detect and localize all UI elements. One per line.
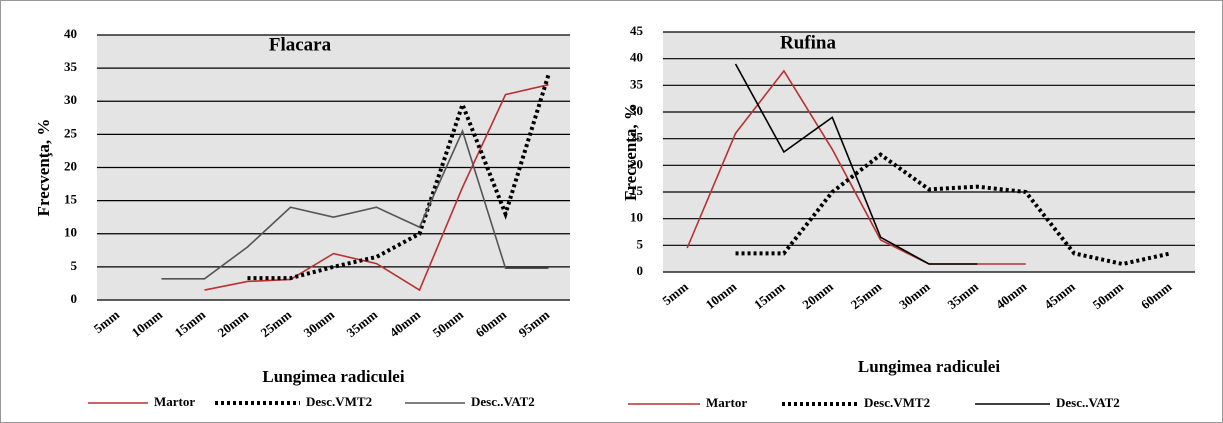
series-line	[735, 152, 1172, 267]
y-tick-label: 0	[637, 263, 644, 278]
legend-label: Desc..VAT2	[1056, 395, 1120, 410]
y-tick-label: 15	[630, 183, 644, 198]
x-axis-title: Lungimea radiculei	[858, 357, 1000, 376]
legend-label: Martor	[154, 394, 195, 409]
y-tick-label: 40	[64, 26, 77, 41]
legend-label: Desc.VMT2	[306, 394, 372, 409]
legend-label: Desc.VMT2	[864, 395, 930, 410]
y-tick-label: 10	[630, 210, 643, 225]
y-tick-label: 20	[64, 158, 77, 173]
legend-label: Desc..VAT2	[471, 394, 535, 409]
chart-title: Rufina	[780, 32, 836, 53]
y-tick-label: 10	[64, 225, 77, 240]
y-tick-label: 35	[630, 76, 644, 91]
y-tick-label: 25	[64, 125, 78, 140]
series-line	[247, 74, 551, 281]
x-axis-title: Lungimea radiculei	[262, 367, 404, 386]
y-tick-label: 40	[630, 50, 643, 65]
series-line	[734, 63, 978, 265]
plot-area	[663, 32, 1195, 272]
y-tick-label: 30	[630, 103, 643, 118]
y-tick-label: 15	[64, 192, 78, 207]
chart-title: Flacara	[269, 34, 332, 55]
series-line	[204, 83, 549, 292]
y-tick-label: 0	[71, 291, 78, 306]
y-tick-label: 35	[64, 59, 78, 74]
series-line	[161, 128, 549, 280]
y-tick-label: 5	[71, 258, 78, 273]
y-tick-label: 30	[64, 92, 77, 107]
legend-label: Martor	[706, 395, 747, 410]
y-tick-label: 20	[630, 156, 643, 171]
y-axis-title: Frecvenţa, %	[34, 119, 53, 217]
y-tick-label: 45	[630, 23, 644, 38]
y-tick-label: 25	[630, 130, 644, 145]
y-axis-title: Frecvenţa, %	[621, 103, 640, 201]
y-tick-label: 5	[637, 236, 644, 251]
